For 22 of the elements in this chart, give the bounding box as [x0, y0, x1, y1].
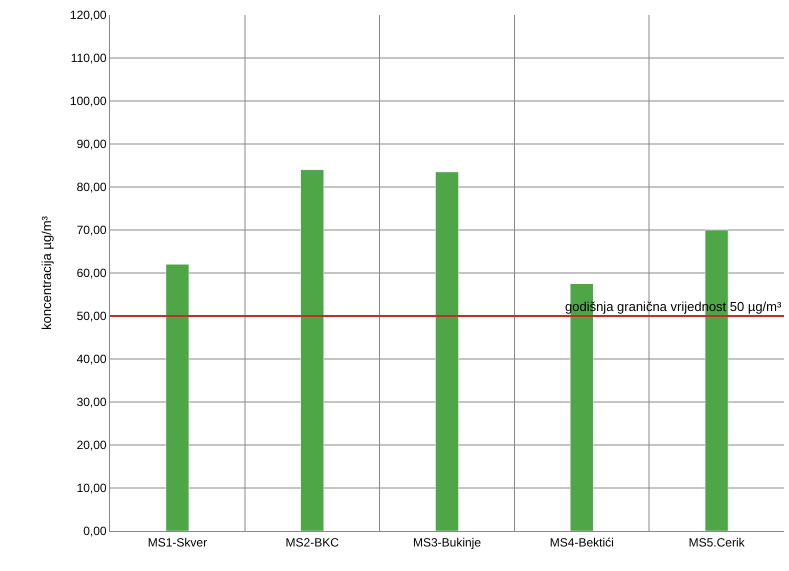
x-tick-label: MS4-Bektići — [550, 535, 614, 550]
y-tick-label: 80,00 — [76, 180, 107, 194]
y-tick-label: 0,00 — [83, 524, 107, 538]
x-tick-label: MS2-BKC — [286, 535, 340, 550]
y-tick-label: 70,00 — [76, 223, 107, 238]
y-tick-label: 10,00 — [76, 481, 107, 496]
y-tick-label: 20,00 — [76, 438, 107, 452]
x-tick-label: MS5.Cerik — [688, 535, 746, 550]
bar — [166, 264, 190, 531]
y-axis-title: koncentracija µg/m³ — [38, 215, 54, 330]
y-tick-label: 60,00 — [76, 266, 107, 280]
y-tick-label: 30,00 — [76, 395, 107, 410]
y-tick-label: 100,00 — [70, 94, 107, 108]
x-tick-label: MS1-Skver — [148, 535, 208, 550]
y-tick-label: 110,00 — [70, 51, 107, 66]
y-tick-label: 120,00 — [70, 8, 107, 22]
bar — [435, 172, 459, 531]
bar — [300, 170, 324, 531]
y-tick-label: 40,00 — [76, 352, 107, 366]
y-tick-label: 50,00 — [76, 309, 107, 324]
x-tick-label: MS3-Bukinje — [412, 535, 482, 550]
y-tick-label: 90,00 — [76, 137, 107, 152]
